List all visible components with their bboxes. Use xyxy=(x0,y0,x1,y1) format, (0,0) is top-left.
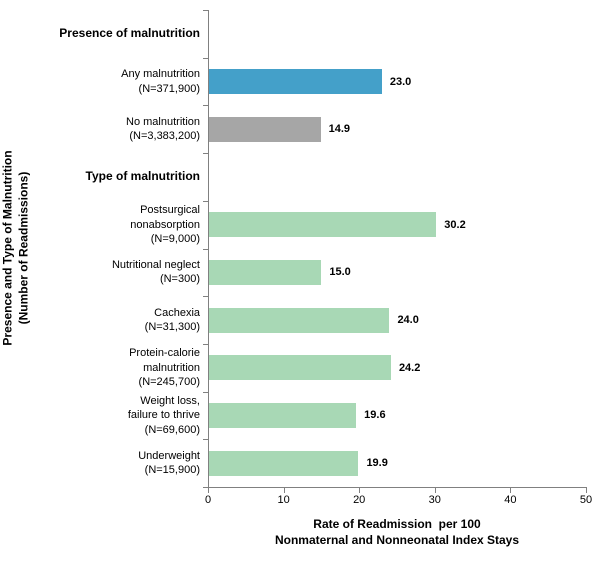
x-axis-tick xyxy=(208,488,209,493)
bar-area: 23.0 xyxy=(208,58,586,106)
label-text: Presence of malnutrition xyxy=(59,26,200,41)
bar xyxy=(208,259,322,285)
x-tick-label: 0 xyxy=(204,494,212,506)
category-label: Postsurgical nonabsorption (N=9,000) xyxy=(30,201,208,249)
bar-row: Underweight (N=15,900) 19.9 xyxy=(30,439,586,487)
y-axis-tick xyxy=(203,10,208,11)
bar-value-label: 30.2 xyxy=(444,218,466,231)
bar-area xyxy=(208,153,586,201)
bar xyxy=(208,116,321,142)
y-axis-tick xyxy=(203,200,208,202)
bar-area: 24.2 xyxy=(208,344,586,392)
y-axis-tick xyxy=(203,487,208,488)
y-axis-title: Presence and Type of Malnutrition (Numbe… xyxy=(0,150,31,346)
x-tick-label: 50 xyxy=(579,494,593,506)
bar-row: No malnutrition (N=3,383,200) 14.9 xyxy=(30,105,586,153)
bar-area: 15.0 xyxy=(208,249,586,297)
bar-area: 19.6 xyxy=(208,392,586,440)
bar-area xyxy=(208,10,586,58)
x-tick-label: 20 xyxy=(353,494,366,506)
label-text: Underweight (N=15,900) xyxy=(138,449,200,477)
category-label: No malnutrition (N=3,383,200) xyxy=(30,105,208,153)
y-axis-tick xyxy=(203,105,208,107)
bar-area: 19.9 xyxy=(208,439,586,487)
label-text: Protein-calorie malnutrition (N=245,700) xyxy=(129,347,200,388)
bar-row: Postsurgical nonabsorption (N=9,000) 30.2 xyxy=(30,201,586,249)
y-axis-tick xyxy=(203,343,208,345)
y-axis-tick xyxy=(203,248,208,250)
section-label: Presence of malnutrition xyxy=(30,10,208,58)
x-tick-label: 10 xyxy=(277,494,290,506)
label-text: No malnutrition (N=3,383,200) xyxy=(126,115,200,143)
x-axis-tick xyxy=(510,488,512,493)
x-tick-label: 30 xyxy=(428,494,441,506)
bar-value-label: 23.0 xyxy=(389,75,412,88)
chart-rows: Presence of malnutrition Any malnutrition… xyxy=(30,10,586,487)
x-axis-line xyxy=(207,487,587,488)
y-axis-tick xyxy=(203,391,208,393)
y-axis-line xyxy=(208,10,209,488)
x-axis-tick xyxy=(586,488,587,493)
section-row: Type of malnutrition xyxy=(30,153,586,201)
section-label: Type of malnutrition xyxy=(30,153,208,201)
bar-area: 30.2 xyxy=(208,201,586,249)
bar-value-label: 24.0 xyxy=(397,314,419,327)
x-axis-tick xyxy=(283,488,285,493)
category-label: Underweight (N=15,900) xyxy=(30,439,208,487)
bar-row: Cachexia (N=31,300) 24.0 xyxy=(30,296,586,344)
bar xyxy=(208,450,359,476)
bar-area: 14.9 xyxy=(208,105,586,153)
label-text: Type of malnutrition xyxy=(85,169,200,184)
label-text: Nutritional neglect (N=300) xyxy=(111,259,200,286)
bar-row: Weight loss, failure to thrive (N=69,600… xyxy=(30,392,586,440)
bar-value-label: 24.2 xyxy=(398,361,421,374)
bar xyxy=(208,69,382,95)
section-row: Presence of malnutrition xyxy=(30,10,586,58)
label-text: Postsurgical nonabsorption (N=9,000) xyxy=(130,204,200,245)
bar-value-label: 15.0 xyxy=(329,266,351,279)
y-axis-tick xyxy=(203,296,208,298)
label-text: Any malnutrition (N=371,900) xyxy=(121,68,200,95)
bar-row: Protein-calorie malnutrition (N=245,700)… xyxy=(30,344,586,392)
x-axis-title: Rate of Readmission per 100 Nonmaternal … xyxy=(274,517,520,547)
x-axis-tick xyxy=(434,488,436,493)
y-axis-tick xyxy=(203,439,208,441)
bar-value-label: 19.9 xyxy=(366,457,388,470)
bar-area: 24.0 xyxy=(208,296,586,344)
x-tick-label: 40 xyxy=(504,494,517,506)
category-label: Protein-calorie malnutrition (N=245,700) xyxy=(30,344,208,392)
category-label: Cachexia (N=31,300) xyxy=(30,296,208,344)
bar-value-label: 19.6 xyxy=(364,409,386,422)
bar-row: Any malnutrition (N=371,900) 23.0 xyxy=(30,58,586,106)
category-label: Any malnutrition (N=371,900) xyxy=(30,58,208,106)
bar xyxy=(208,212,437,238)
bar xyxy=(208,307,390,333)
category-label: Weight loss, failure to thrive (N=69,600… xyxy=(30,392,208,440)
y-axis-tick xyxy=(203,57,208,59)
bar-row: Nutritional neglect (N=300) 15.0 xyxy=(30,249,586,297)
label-text: Cachexia (N=31,300) xyxy=(144,306,200,334)
bar-value-label: 14.9 xyxy=(328,123,351,136)
bar xyxy=(208,402,357,428)
x-axis-tick xyxy=(359,488,361,493)
label-text: Weight loss, failure to thrive (N=69,600… xyxy=(127,395,200,436)
category-label: Nutritional neglect (N=300) xyxy=(30,249,208,297)
y-axis-tick xyxy=(203,153,208,155)
bar xyxy=(208,355,391,381)
